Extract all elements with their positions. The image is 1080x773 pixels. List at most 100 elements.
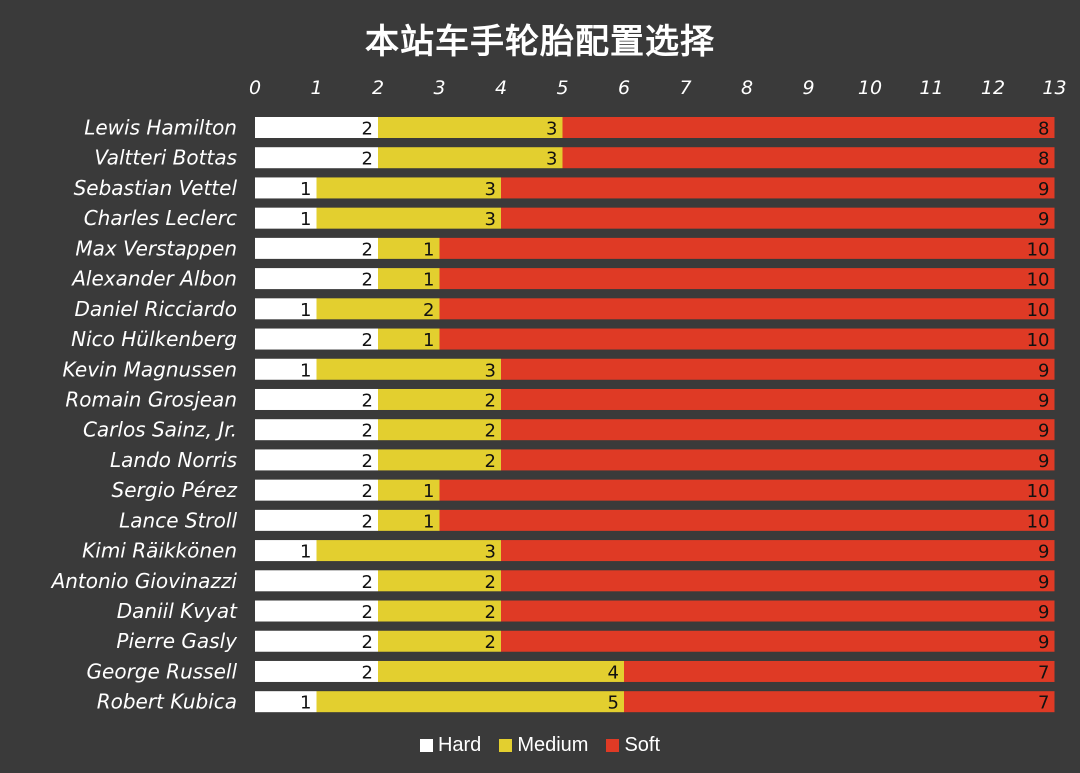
bar-value-label: 2	[485, 632, 496, 653]
bar-value-label: 3	[485, 209, 496, 230]
bar-value-label: 10	[1027, 481, 1050, 502]
bar-soft-charles-leclerc	[501, 207, 1055, 229]
bar-hard-lando-norris	[255, 449, 378, 471]
driver-label: Max Verstappen	[75, 236, 237, 260]
bar-value-label: 9	[1038, 542, 1049, 563]
bar-soft-valtteri-bottas	[562, 147, 1055, 169]
bar-value-label: 1	[300, 542, 311, 563]
bar-value-label: 2	[362, 421, 373, 442]
legend-item-soft: Soft	[606, 734, 660, 757]
bar-value-label: 9	[1038, 451, 1049, 472]
driver-label: Daniel Ricciardo	[74, 297, 237, 321]
driver-label: Lewis Hamilton	[84, 116, 237, 140]
bar-hard-valtteri-bottas	[255, 147, 378, 169]
bar-value-label: 3	[485, 179, 496, 200]
bar-soft-daniil-kvyat	[501, 600, 1055, 622]
x-tick-label: 5	[556, 77, 568, 99]
driver-label: Alexander Albon	[70, 267, 237, 291]
bar-hard-george-russell	[255, 660, 378, 682]
bar-value-label: 2	[362, 511, 373, 532]
x-tick-label: 3	[433, 77, 445, 99]
bar-medium-kevin-magnussen	[316, 358, 501, 380]
bar-value-label: 8	[1038, 119, 1049, 140]
legend-swatch-soft	[606, 739, 620, 752]
x-tick-label: 13	[1042, 77, 1066, 99]
bar-value-label: 9	[1038, 572, 1049, 593]
bar-value-label: 2	[485, 572, 496, 593]
bar-value-label: 9	[1038, 390, 1049, 411]
bar-medium-pierre-gasly	[378, 630, 501, 652]
bar-value-label: 2	[362, 239, 373, 260]
bar-value-label: 1	[423, 270, 434, 291]
bar-soft-max-verstappen	[439, 237, 1055, 259]
bar-value-label: 9	[1038, 209, 1049, 230]
bar-value-label: 4	[608, 662, 619, 683]
x-tick-label: 0	[249, 77, 261, 99]
legend-label-medium: Medium	[517, 734, 589, 756]
bar-medium-sergio-perez	[378, 479, 440, 501]
chart-title: 本站车手轮胎配置选择	[365, 22, 715, 62]
driver-label: Daniil Kvyat	[117, 599, 238, 623]
legend-item-hard: Hard	[419, 734, 482, 757]
bar-value-label: 3	[485, 360, 496, 381]
bar-value-label: 3	[546, 119, 557, 140]
bar-hard-sebastian-vettel	[255, 177, 317, 199]
bar-soft-kimi-raikkonen	[501, 540, 1055, 562]
bar-hard-kimi-raikkonen	[255, 540, 317, 562]
bar-hard-charles-leclerc	[255, 207, 317, 229]
bar-soft-george-russell	[624, 660, 1055, 682]
bar-medium-daniel-ricciardo	[316, 298, 440, 320]
bar-hard-carlos-sainz-jr	[255, 419, 378, 441]
driver-label: Nico Hülkenberg	[71, 327, 237, 351]
bar-value-label: 2	[362, 632, 373, 653]
bar-value-label: 9	[1038, 360, 1049, 381]
bar-hard-alexander-albon	[255, 268, 378, 290]
bar-hard-max-verstappen	[255, 237, 378, 259]
bar-value-label: 2	[362, 330, 373, 351]
bar-hard-daniel-ricciardo	[255, 298, 317, 320]
legend-label-hard: Hard	[437, 734, 482, 756]
bar-value-label: 7	[1038, 693, 1049, 714]
driver-label: Pierre Gasly	[116, 629, 238, 653]
x-tick-label: 12	[981, 77, 1005, 99]
bar-value-label: 2	[362, 451, 373, 472]
bar-medium-valtteri-bottas	[378, 147, 563, 169]
bar-soft-lewis-hamilton	[562, 117, 1055, 138]
bar-hard-lance-stroll	[255, 509, 378, 531]
bar-value-label: 2	[485, 421, 496, 442]
driver-label: Robert Kubica	[97, 690, 237, 714]
legend: Hard Medium Soft	[0, 734, 1080, 757]
x-tick-label: 4	[495, 77, 507, 99]
bar-value-label: 9	[1038, 602, 1049, 623]
bar-medium-lewis-hamilton	[378, 117, 563, 138]
bar-medium-lando-norris	[378, 449, 501, 471]
bar-hard-nico-hulkenberg	[255, 328, 378, 350]
bar-value-label: 1	[300, 300, 311, 321]
bar-soft-lando-norris	[501, 449, 1055, 471]
bar-hard-romain-grosjean	[255, 388, 378, 410]
bar-hard-sergio-perez	[255, 479, 378, 501]
bar-hard-kevin-magnussen	[255, 358, 317, 380]
x-tick-label: 6	[618, 77, 630, 99]
driver-label: Lando Norris	[110, 448, 237, 472]
bar-soft-sergio-perez	[439, 479, 1055, 501]
bar-hard-robert-kubica	[255, 691, 317, 713]
bar-value-label: 10	[1027, 270, 1050, 291]
bar-value-label: 10	[1027, 300, 1050, 321]
bar-value-label: 1	[423, 330, 434, 351]
bar-value-label: 2	[362, 602, 373, 623]
bar-medium-kimi-raikkonen	[316, 540, 501, 562]
bar-medium-daniil-kvyat	[378, 600, 501, 622]
bar-medium-antonio-giovinazzi	[378, 570, 501, 592]
bar-value-label: 10	[1027, 330, 1050, 351]
bar-soft-carlos-sainz-jr	[501, 419, 1055, 441]
bar-value-label: 2	[362, 662, 373, 683]
bar-soft-nico-hulkenberg	[439, 328, 1055, 350]
bar-hard-daniil-kvyat	[255, 600, 378, 622]
x-tick-label: 2	[372, 77, 384, 99]
bar-value-label: 2	[362, 481, 373, 502]
x-tick-label: 9	[802, 77, 814, 99]
bar-value-label: 8	[1038, 149, 1049, 170]
bar-medium-robert-kubica	[316, 691, 624, 713]
